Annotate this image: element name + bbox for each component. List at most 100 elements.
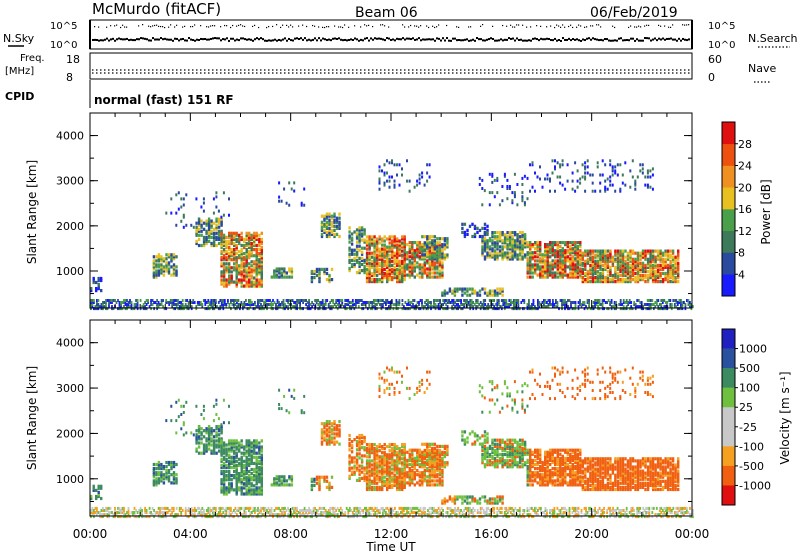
heatmap-cell xyxy=(518,245,522,249)
heatmap-cell xyxy=(248,245,251,250)
heatmap-cell xyxy=(205,219,208,223)
heatmap-cell xyxy=(255,488,258,492)
heatmap-cell xyxy=(501,241,504,245)
heatmap-cell xyxy=(242,307,244,311)
heatmap-cell xyxy=(197,219,201,223)
noise-search-point xyxy=(194,24,196,26)
heatmap-cell xyxy=(325,267,329,271)
heatmap-cell xyxy=(260,463,263,467)
heatmap-cell xyxy=(513,233,517,237)
noise-search-point xyxy=(254,24,256,27)
noise-sky-point xyxy=(624,39,626,42)
noise-sky-point xyxy=(272,39,274,42)
heatmap-cell xyxy=(651,259,655,263)
heatmap-cell xyxy=(437,299,440,302)
heatmap-cell xyxy=(372,299,375,302)
heatmap-cell xyxy=(228,252,231,256)
heatmap-cell xyxy=(496,253,499,257)
noise-sky-point xyxy=(596,38,598,41)
heatmap-cell xyxy=(160,271,163,275)
heatmap-cell xyxy=(669,299,672,302)
heatmap-cell xyxy=(411,251,414,255)
heatmap-cell xyxy=(584,259,587,263)
noise-search-point xyxy=(658,24,660,26)
heatmap-cell xyxy=(403,235,406,239)
noise-sky-point xyxy=(478,38,480,41)
heatmap-cell xyxy=(654,255,657,259)
heatmap-cell xyxy=(508,305,511,309)
heatmap-cell xyxy=(288,267,291,271)
heatmap-cell xyxy=(320,440,324,444)
heatmap-cell xyxy=(433,301,435,304)
heatmap-cell xyxy=(233,439,236,443)
heatmap-cell xyxy=(315,267,319,271)
heatmap-cell xyxy=(323,475,326,479)
heatmap-cell xyxy=(669,263,672,267)
heatmap-cell xyxy=(350,262,354,267)
heatmap-cell xyxy=(328,226,331,230)
heatmap-cell xyxy=(446,243,449,247)
heatmap-cell xyxy=(574,243,577,247)
heatmap-cell xyxy=(360,258,364,262)
heatmap-cell xyxy=(501,257,504,261)
heatmap-cell xyxy=(539,257,542,261)
heatmap-cell xyxy=(546,301,548,304)
heatmap-cell xyxy=(220,441,223,445)
heatmap-cell xyxy=(255,459,258,463)
heatmap-cell xyxy=(207,427,211,431)
noise-sky-point xyxy=(274,38,276,41)
noise-sky-point xyxy=(378,37,380,40)
heatmap-cell xyxy=(370,271,374,276)
heatmap-cell xyxy=(175,265,178,269)
heatmap-cell xyxy=(238,480,241,484)
heatmap-cell xyxy=(294,305,297,309)
heatmap-cell xyxy=(355,228,359,232)
heatmap-cell xyxy=(317,307,320,311)
noise-search-point xyxy=(480,25,482,27)
heatmap-cell xyxy=(373,249,376,253)
heatmap-cell xyxy=(321,305,324,309)
heatmap-cell xyxy=(610,301,613,304)
heatmap-cell xyxy=(626,257,630,261)
heatmap-cell xyxy=(426,239,429,243)
heatmap-cell xyxy=(290,187,293,191)
heatmap-cell xyxy=(260,278,263,282)
heatmap-cell xyxy=(436,253,439,257)
freq-panel: Freq. [MHz] 18 8 60 0 Nave xyxy=(5,52,776,84)
heatmap-cell xyxy=(354,301,357,304)
heatmap-cell xyxy=(636,259,640,263)
heatmap-cell xyxy=(418,275,421,279)
heatmap-cell xyxy=(496,301,499,304)
heatmap-cell xyxy=(248,449,251,453)
heatmap-cell xyxy=(581,269,584,274)
heatmap-cell xyxy=(375,280,379,284)
heatmap-cell xyxy=(225,465,228,470)
heatmap-cell xyxy=(481,247,484,251)
heatmap-cell xyxy=(564,299,566,302)
heatmap-cell xyxy=(523,255,527,259)
heatmap-cell xyxy=(471,287,474,291)
heatmap-cell xyxy=(258,264,261,268)
heatmap-cell xyxy=(515,301,518,304)
heatmap-cell xyxy=(561,299,563,302)
heatmap-cell xyxy=(581,251,584,255)
heatmap-cell xyxy=(299,305,301,309)
heatmap-cell xyxy=(566,265,569,269)
heatmap-cell xyxy=(547,303,550,306)
heatmap-cell xyxy=(233,465,236,470)
heatmap-cell xyxy=(240,303,243,306)
heatmap-cell xyxy=(230,486,233,490)
heatmap-cell xyxy=(549,177,551,181)
heatmap-cell xyxy=(205,439,208,443)
heatmap-cell xyxy=(486,241,489,245)
noise-search-point xyxy=(584,26,586,28)
heatmap-cell xyxy=(368,235,371,239)
heatmap-cell xyxy=(197,451,201,455)
heatmap-cell xyxy=(639,257,642,261)
heatmap-cell xyxy=(446,255,449,259)
heatmap-cell xyxy=(225,256,228,260)
heatmap-cell xyxy=(529,263,532,267)
heatmap-cell xyxy=(299,307,301,311)
heatmap-cell xyxy=(284,305,286,309)
noise-search-point xyxy=(682,24,684,26)
